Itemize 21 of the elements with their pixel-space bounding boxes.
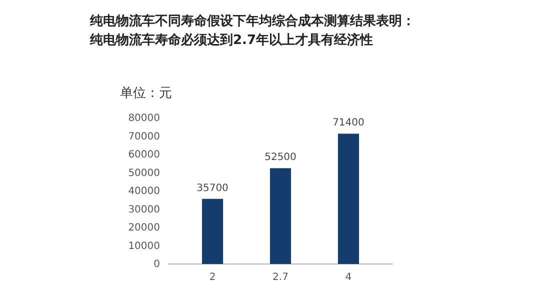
bar [270,168,292,264]
y-tick-label: 0 [154,259,160,270]
y-tick-label: 70000 [128,131,160,142]
data-label: 52500 [264,152,296,164]
data-label: 35700 [196,182,228,194]
y-tick-label: 20000 [128,222,160,234]
x-tick-label: 4 [345,272,352,284]
x-tick-label: 2.7 [272,272,288,284]
chart-subtitle: 纯电物流车寿命必须达到2.7年以上才具有经济性 [89,32,374,48]
y-tick-label: 50000 [128,168,160,179]
y-axis-title: 单位：元 [120,86,172,101]
bar [202,198,224,264]
data-label: 71400 [332,118,364,129]
y-tick-label: 60000 [128,150,160,161]
chart-title: 纯电物流车不同寿命假设下年均综合成本测算结果表明： [89,13,415,29]
x-tick-label: 2 [209,272,216,284]
bar [338,134,360,264]
y-tick-label: 30000 [128,204,160,216]
y-tick-label: 40000 [128,186,160,198]
y-tick-label: 80000 [128,113,160,124]
y-tick-label: 10000 [128,240,160,252]
